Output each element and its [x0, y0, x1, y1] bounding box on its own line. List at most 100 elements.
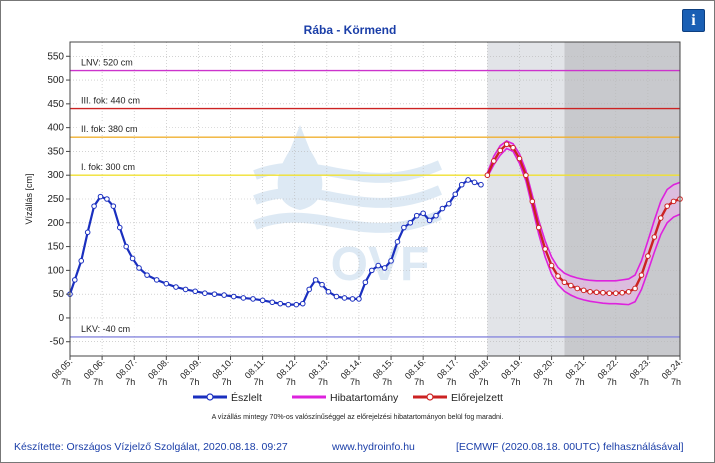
forecast-point: [516, 155, 523, 162]
forecast-point: [497, 147, 504, 154]
forecast-point: [600, 289, 606, 296]
threshold-label: I. fok: 300 cm: [81, 162, 135, 172]
observed-point: [136, 265, 142, 271]
legend-forecast-marker: [426, 393, 434, 401]
x-tick-hour: 7h: [543, 377, 553, 387]
observed-point: [439, 205, 446, 212]
observed-point: [78, 258, 85, 264]
y-tick-label: 50: [53, 289, 65, 300]
water-drop-icon: [277, 125, 323, 210]
forecast-point: [568, 282, 574, 289]
y-tick-label: -50: [50, 337, 65, 348]
x-tick-hour: 7h: [157, 377, 167, 387]
observed-point: [426, 217, 433, 224]
forecast-point: [580, 287, 587, 294]
y-axis-label: Vízállás [cm]: [24, 173, 34, 224]
observed-point: [381, 265, 388, 271]
y-tick-label: 550: [47, 51, 64, 62]
observed-point: [250, 296, 256, 302]
forecast-point: [670, 198, 677, 205]
forecast-point: [638, 272, 645, 278]
probability-note: A vízállás mintegy 70%-os valószínűségge…: [211, 414, 504, 421]
error-band-upper: [486, 140, 681, 282]
observed-point: [192, 288, 199, 295]
chart-title: Rába - Körmend: [304, 23, 397, 37]
footer-model-note: [ECMWF (2020.08.18. 00UTC) felhasználásá…: [456, 441, 684, 453]
y-tick-label: 250: [47, 194, 64, 205]
threshold-label: III. fok: 440 cm: [81, 96, 140, 106]
forecast-point: [625, 288, 632, 295]
observed-point: [211, 291, 218, 297]
forecast-point: [645, 253, 651, 259]
x-tick-hour: 7h: [93, 377, 103, 387]
forecast-shade-0: [487, 42, 565, 356]
observed-point: [277, 300, 284, 307]
observed-point: [285, 301, 292, 308]
forecast-point: [490, 158, 497, 164]
threshold-label: LNV: 520 cm: [81, 58, 133, 68]
observed-point: [182, 286, 189, 293]
observed-point: [368, 267, 375, 274]
forecast-point: [664, 203, 670, 209]
threshold-label-bg: [78, 94, 171, 106]
info-icon[interactable]: i: [682, 9, 705, 32]
x-tick-hour: 7h: [254, 377, 264, 387]
legend-error-range-label: Hibatartomány: [330, 392, 399, 404]
forecast-point: [619, 289, 626, 296]
x-tick-hour: 7h: [125, 377, 135, 387]
threshold-label-bg: [78, 56, 144, 68]
y-tick-label: 400: [47, 123, 64, 134]
observed-point: [452, 191, 459, 198]
observed-point: [104, 196, 110, 202]
observed-point: [110, 203, 117, 209]
y-tick-label: 300: [47, 170, 64, 181]
wave-icon: [253, 160, 443, 183]
forecast-point: [503, 141, 510, 148]
observed-point: [478, 181, 484, 188]
observed-point: [356, 296, 362, 302]
forecast-point: [593, 289, 600, 296]
legend-observed-marker: [206, 393, 214, 401]
observed-point: [333, 293, 340, 300]
y-tick-label: 200: [47, 218, 64, 229]
forecast-point: [587, 288, 593, 295]
observed-point: [173, 284, 179, 290]
legend: Észlelt Hibatartomány Előrejelzett: [193, 391, 503, 404]
x-tick-hour: 7h: [61, 377, 71, 387]
forecast-point: [561, 279, 568, 286]
observed-point: [293, 301, 300, 308]
x-tick-hour: 7h: [478, 377, 488, 387]
forecast-point: [542, 246, 548, 252]
forecast-point: [651, 234, 658, 240]
observed-point: [420, 210, 426, 217]
footer-website[interactable]: www.hydroinfo.hu: [332, 441, 415, 453]
observed-point: [144, 272, 150, 278]
observed-point: [91, 203, 97, 209]
threshold-label: LKV: -40 cm: [81, 324, 130, 334]
forecast-point: [548, 262, 555, 269]
threshold-label-bg: [78, 161, 160, 173]
forecast-point: [612, 290, 619, 297]
x-tick-hour: 7h: [318, 377, 328, 387]
observed-point: [388, 258, 394, 264]
observed-point: [202, 290, 208, 297]
y-tick-label: 150: [47, 242, 64, 253]
y-tick-label: 500: [47, 75, 64, 86]
observed-point: [325, 288, 332, 295]
footer: Készítette: Országos Vízjelző Szolgálat,…: [0, 438, 715, 458]
observed-point: [153, 277, 160, 283]
forecast-point: [510, 144, 516, 151]
observed-point: [129, 255, 136, 262]
observed-point: [312, 277, 319, 283]
observed-point: [349, 296, 356, 302]
observed-point: [413, 212, 420, 219]
x-tick-hour: 7h: [639, 377, 649, 387]
x-tick-hour: 7h: [607, 377, 617, 387]
observed-point: [306, 286, 312, 293]
observed-point: [394, 239, 401, 245]
x-tick-hour: 7h: [286, 377, 296, 387]
observed-point: [259, 297, 266, 304]
forecast-point: [523, 172, 529, 179]
